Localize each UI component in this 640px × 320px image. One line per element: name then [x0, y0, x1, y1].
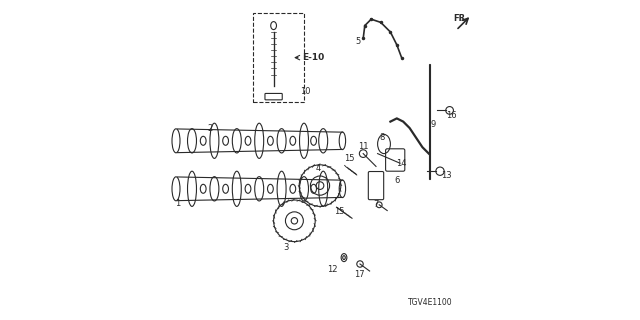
Text: 8: 8	[380, 133, 385, 142]
Text: 12: 12	[327, 265, 337, 274]
Text: 7: 7	[373, 200, 379, 209]
Text: 10: 10	[300, 87, 311, 96]
Text: 14: 14	[396, 159, 406, 168]
Text: E-10: E-10	[302, 53, 324, 62]
Text: 5: 5	[356, 37, 361, 46]
Text: 1: 1	[175, 199, 180, 208]
Text: 16: 16	[447, 111, 457, 120]
Text: 17: 17	[354, 270, 364, 279]
Text: 13: 13	[441, 171, 452, 180]
Text: FR.: FR.	[453, 14, 469, 23]
Text: 4: 4	[316, 164, 321, 172]
Text: 9: 9	[431, 120, 436, 129]
Text: 2: 2	[207, 124, 212, 132]
Text: 15: 15	[344, 154, 355, 163]
Text: TGV4E1100: TGV4E1100	[408, 298, 452, 307]
Text: 11: 11	[358, 142, 369, 151]
Text: 3: 3	[284, 243, 289, 252]
Text: 15: 15	[334, 207, 344, 216]
Text: 6: 6	[395, 176, 400, 185]
